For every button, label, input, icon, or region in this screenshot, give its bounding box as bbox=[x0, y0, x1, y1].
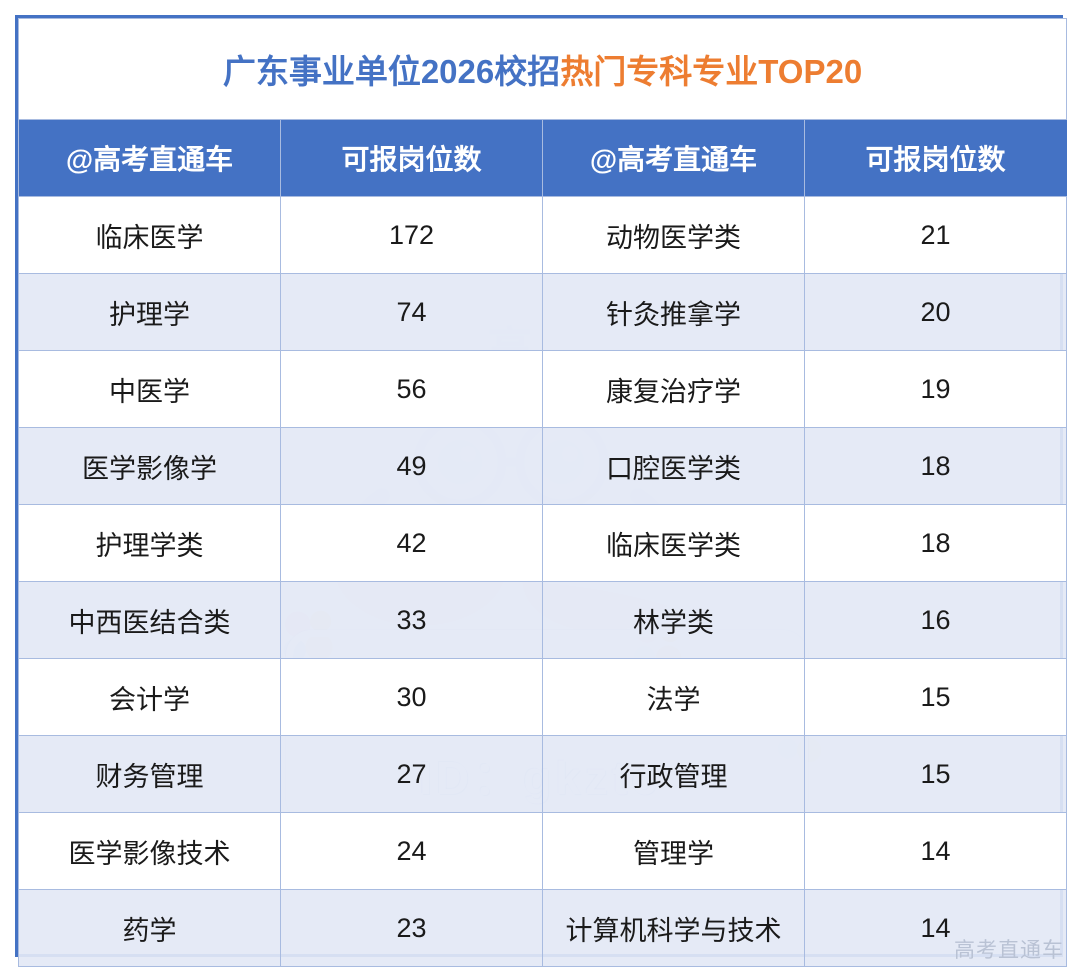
major-name-right: 法学 bbox=[542, 658, 805, 736]
major-name-left: 医学影像技术 bbox=[18, 812, 281, 890]
major-name-left: 医学影像学 bbox=[18, 427, 281, 505]
job-count-right: 18 bbox=[804, 427, 1067, 505]
job-count-right: 21 bbox=[804, 196, 1067, 274]
job-count-left: 56 bbox=[280, 350, 543, 428]
job-count-left: 74 bbox=[280, 273, 543, 351]
title-orange-part: 热门专科专业TOP20 bbox=[560, 53, 863, 90]
major-name-left: 药学 bbox=[18, 889, 281, 967]
column-header-name-right: @高考直通车 bbox=[542, 119, 805, 197]
page-title: 广东事业单位2026校招热门专科专业TOP20 bbox=[18, 18, 1067, 120]
table-row: 医学影像技术 24 管理学 14 bbox=[18, 812, 1067, 890]
major-name-left: 中西医结合类 bbox=[18, 581, 281, 659]
major-name-right: 计算机科学与技术 bbox=[542, 889, 805, 967]
job-count-left: 172 bbox=[280, 196, 543, 274]
data-table-container: 广东事业单位2026校招热门专科专业TOP20 @高考直通车 可报岗位数 @高考… bbox=[15, 15, 1067, 967]
major-name-left: 中医学 bbox=[18, 350, 281, 428]
job-count-right: 18 bbox=[804, 504, 1067, 582]
major-name-right: 口腔医学类 bbox=[542, 427, 805, 505]
column-header-count-right: 可报岗位数 bbox=[804, 119, 1067, 197]
job-count-left: 24 bbox=[280, 812, 543, 890]
column-header-name-left: @高考直通车 bbox=[18, 119, 281, 197]
major-name-right: 林学类 bbox=[542, 581, 805, 659]
job-count-right: 15 bbox=[804, 658, 1067, 736]
table-header-row: @高考直通车 可报岗位数 @高考直通车 可报岗位数 bbox=[18, 119, 1067, 197]
job-count-right: 16 bbox=[804, 581, 1067, 659]
job-count-left: 23 bbox=[280, 889, 543, 967]
job-count-right: 14 bbox=[804, 812, 1067, 890]
job-count-right: 20 bbox=[804, 273, 1067, 351]
major-name-left: 护理学类 bbox=[18, 504, 281, 582]
table-row: 临床医学 172 动物医学类 21 bbox=[18, 196, 1067, 274]
table-row: 财务管理 27 行政管理 15 bbox=[18, 735, 1067, 813]
job-count-right: 15 bbox=[804, 735, 1067, 813]
major-name-right: 管理学 bbox=[542, 812, 805, 890]
job-count-left: 49 bbox=[280, 427, 543, 505]
title-row: 广东事业单位2026校招热门专科专业TOP20 bbox=[18, 18, 1067, 120]
table-row: 医学影像学 49 口腔医学类 18 bbox=[18, 427, 1067, 505]
job-count-left: 27 bbox=[280, 735, 543, 813]
major-name-right: 临床医学类 bbox=[542, 504, 805, 582]
major-name-right: 动物医学类 bbox=[542, 196, 805, 274]
table-row: 中医学 56 康复治疗学 19 bbox=[18, 350, 1067, 428]
job-count-left: 30 bbox=[280, 658, 543, 736]
table-row: 护理学类 42 临床医学类 18 bbox=[18, 504, 1067, 582]
table-row: 护理学 74 针灸推拿学 20 bbox=[18, 273, 1067, 351]
table-row: 中西医结合类 33 林学类 16 bbox=[18, 581, 1067, 659]
job-count-left: 42 bbox=[280, 504, 543, 582]
major-name-left: 护理学 bbox=[18, 273, 281, 351]
major-name-left: 财务管理 bbox=[18, 735, 281, 813]
major-name-right: 行政管理 bbox=[542, 735, 805, 813]
major-name-right: 康复治疗学 bbox=[542, 350, 805, 428]
major-name-left: 临床医学 bbox=[18, 196, 281, 274]
majors-table: 广东事业单位2026校招热门专科专业TOP20 @高考直通车 可报岗位数 @高考… bbox=[18, 18, 1067, 967]
corner-brand-watermark: 高考直通车 bbox=[954, 939, 1064, 962]
job-count-right: 14 bbox=[804, 889, 1067, 967]
major-name-right: 针灸推拿学 bbox=[542, 273, 805, 351]
column-header-count-left: 可报岗位数 bbox=[280, 119, 543, 197]
table-row: 会计学 30 法学 15 bbox=[18, 658, 1067, 736]
major-name-left: 会计学 bbox=[18, 658, 281, 736]
job-count-right: 19 bbox=[804, 350, 1067, 428]
title-blue-part: 广东事业单位2026校招 bbox=[222, 53, 561, 90]
table-row: 药学 23 计算机科学与技术 14 bbox=[18, 889, 1067, 967]
job-count-left: 33 bbox=[280, 581, 543, 659]
